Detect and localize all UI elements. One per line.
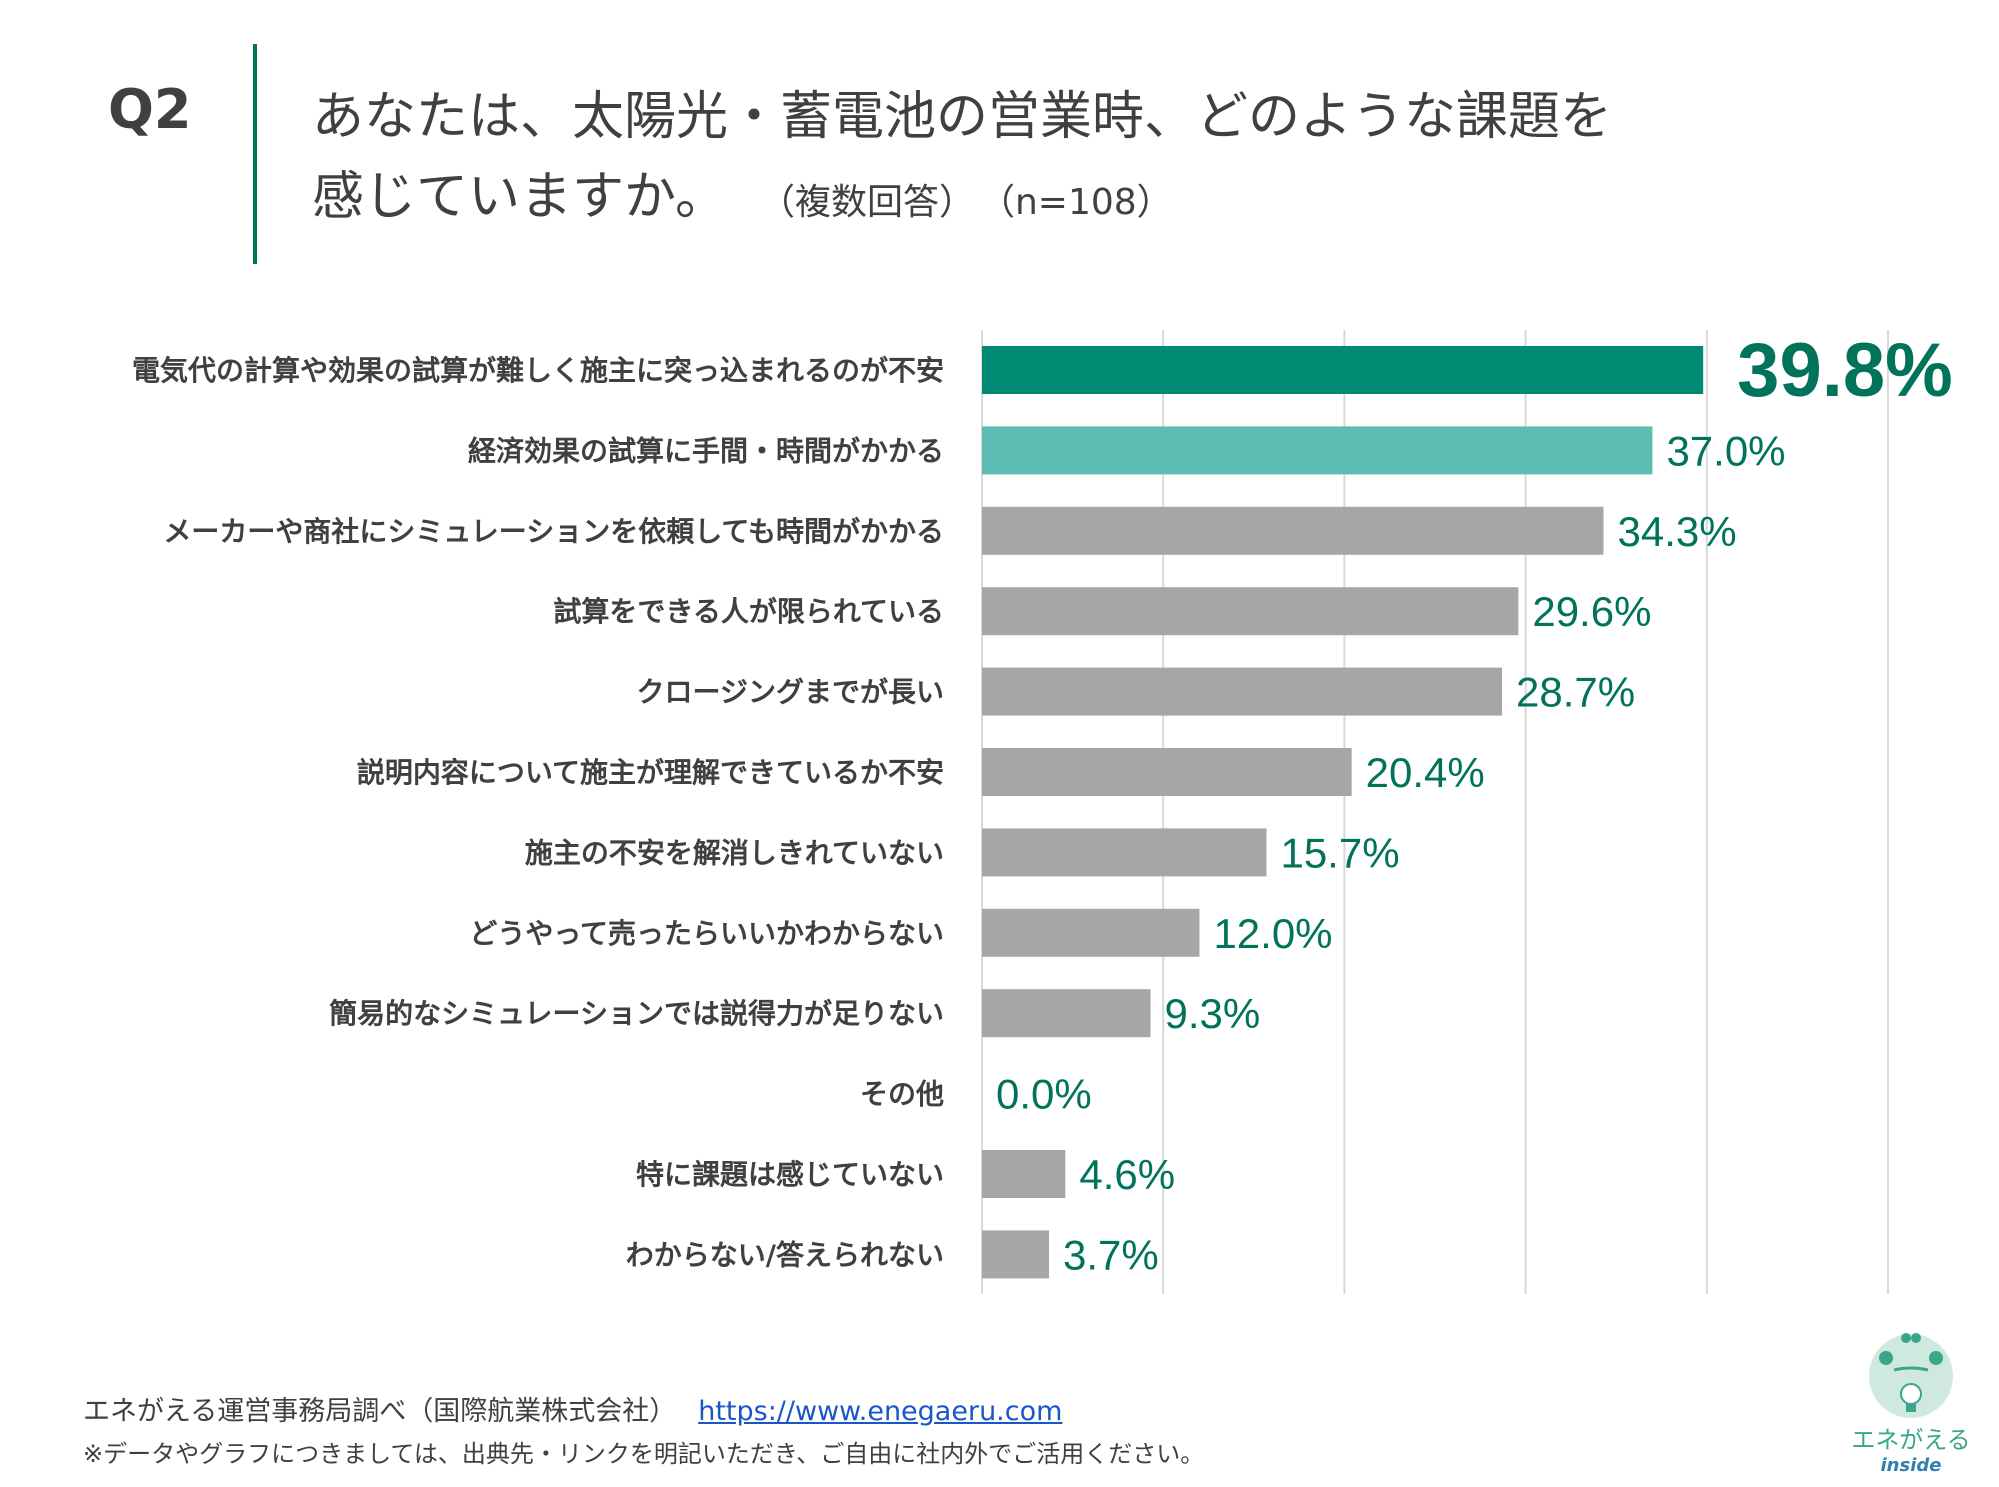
answer-type-note: （複数回答）: [776, 182, 975, 223]
usage-note: ※データやグラフにつきましては、出典先・リンクを明記いただき、ご自由に社内外でご…: [83, 1440, 1205, 1468]
value-label: 9.3%: [1165, 990, 1261, 1037]
value-label: 20.4%: [1366, 749, 1485, 796]
enegaeru-logo: エネがえる inside: [1851, 1333, 1971, 1476]
bar: [982, 426, 1653, 475]
question-number: Q2: [108, 78, 192, 141]
sample-size: （n=108）: [996, 182, 1173, 223]
category-label: 電気代の計算や効果の試算が難しく施主に突っ込まれるのが不安: [132, 354, 944, 387]
category-label: メーカーや商社にシミュレーションを依頼しても時間がかかる: [163, 515, 944, 548]
bar: [982, 908, 1200, 957]
source-line: エネがえる運営事務局調べ（国際航業株式会社） https://www.enegae…: [83, 1389, 1062, 1428]
value-label: 39.8%: [1737, 328, 1953, 413]
value-label: 12.0%: [1213, 910, 1332, 957]
logo-text: エネがえる: [1851, 1426, 1970, 1454]
value-label: 29.6%: [1532, 588, 1651, 635]
bar: [982, 1150, 1066, 1198]
value-label: 0.0%: [996, 1071, 1092, 1118]
category-label: クロージングまでが長い: [637, 676, 944, 709]
category-label: その他: [860, 1078, 944, 1111]
page-title-line1: あなたは、太陽光・蓄電池の営業時、どのような課題を: [312, 87, 1613, 147]
source-link[interactable]: https://www.enegaeru.com: [698, 1396, 1063, 1427]
bar: [982, 667, 1503, 716]
bar: [982, 989, 1151, 1038]
category-label: わからない/答えられない: [626, 1238, 944, 1271]
value-label: 28.7%: [1516, 669, 1635, 716]
bar: [982, 1230, 1050, 1279]
bar: [982, 346, 1704, 394]
category-label: 経済効果の試算に手間・時間がかかる: [468, 434, 944, 467]
page-title-line2-text: 感じていますか。: [312, 167, 727, 227]
category-label: 試算をできる人が限られている: [553, 595, 944, 628]
bar: [982, 828, 1267, 877]
value-label: 4.6%: [1079, 1151, 1175, 1198]
category-label: 説明内容について施主が理解できているか不安: [357, 756, 944, 789]
value-label: 15.7%: [1280, 829, 1399, 876]
source-text: エネがえる運営事務局調べ（国際航業株式会社）: [83, 1396, 677, 1427]
bar: [982, 748, 1352, 796]
value-label: 37.0%: [1666, 427, 1785, 474]
page-title-line2: 感じていますか。 （複数回答） （n=108）: [312, 154, 1173, 229]
logo-subtext: inside: [1881, 1455, 1942, 1476]
title-divider: [253, 44, 257, 264]
category-label: 特に課題は感じていない: [636, 1158, 944, 1191]
value-label: 3.7%: [1063, 1231, 1159, 1278]
category-label: どうやって売ったらいいかわからない: [469, 917, 944, 950]
category-label: 施主の不安を解消しきれていない: [525, 836, 944, 869]
bar: [982, 587, 1519, 636]
bar-chart: 電気代の計算や効果の試算が難しく施主に突っ込まれるのが不安 39.8% 経済効果の試…: [132, 328, 1953, 1294]
value-label: 34.3%: [1618, 508, 1737, 555]
bar: [982, 506, 1604, 555]
category-label: 簡易的なシミュレーションでは説得力が足りない: [329, 997, 944, 1030]
